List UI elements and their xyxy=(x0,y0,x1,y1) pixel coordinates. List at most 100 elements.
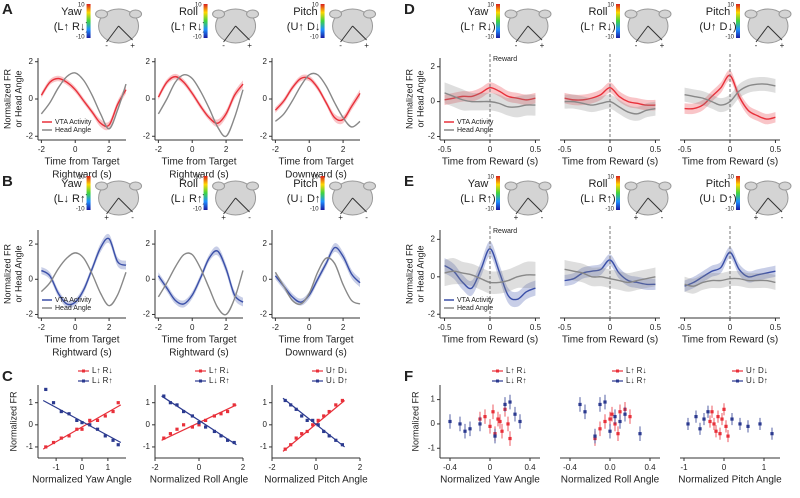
point xyxy=(758,422,762,426)
x-tick-label: 0 xyxy=(73,323,78,332)
point xyxy=(232,403,236,407)
y-tick-label: -1 xyxy=(428,443,436,452)
y-tick-label: -1 xyxy=(260,442,268,451)
legend-marker xyxy=(736,379,739,383)
legend-label: L↓ R↑ xyxy=(209,376,229,385)
point xyxy=(712,422,716,426)
colorbar-label: 10 xyxy=(487,3,494,9)
icon-sign: - xyxy=(541,213,544,222)
icon-sign: - xyxy=(248,213,251,222)
point xyxy=(197,423,201,427)
point xyxy=(75,427,79,431)
point xyxy=(770,432,774,436)
colorbar xyxy=(320,176,325,210)
point xyxy=(327,409,331,414)
x-tick-label: 0 xyxy=(488,145,493,154)
x-tick-label: 0 xyxy=(608,145,613,154)
head-icon-ear xyxy=(363,9,377,19)
point xyxy=(182,409,186,414)
x-axis-label: Time from Reward (s) xyxy=(562,157,658,168)
colorbar-label: -10 xyxy=(310,207,319,213)
y-tick-label: 0 xyxy=(146,274,151,283)
x-tick-label: 0.5 xyxy=(770,323,782,332)
y-tick-label: 2 xyxy=(29,239,34,248)
line xyxy=(274,246,361,303)
head-icon-ear xyxy=(212,9,226,19)
legend-label: U↓ D↑ xyxy=(326,376,348,385)
point xyxy=(44,445,48,449)
colorbar-label: 10 xyxy=(78,175,85,181)
colorbar xyxy=(496,176,500,210)
point xyxy=(724,424,728,428)
angle-icon xyxy=(223,25,250,43)
x-tick-label: -2 xyxy=(155,145,163,154)
error-band xyxy=(41,233,127,309)
x-tick-label: 2 xyxy=(341,145,346,154)
x-tick-label: 0 xyxy=(307,323,312,332)
point xyxy=(518,419,522,424)
point xyxy=(628,415,632,419)
legend-label: Head Angle xyxy=(457,127,493,134)
x-tick-label: 2 xyxy=(241,463,246,472)
angle-icon xyxy=(515,25,543,43)
legend-label: U↓ D↑ xyxy=(746,376,768,385)
colorbar-label: 10 xyxy=(195,175,202,181)
x-tick-label: -2 xyxy=(272,323,280,332)
colorbar-label: -10 xyxy=(485,207,494,213)
x-axis-label: Time from Target xyxy=(161,335,236,346)
error-band xyxy=(444,241,536,308)
y-tick-label: 2 xyxy=(29,57,34,66)
head-icon-ear xyxy=(246,9,260,19)
x-tick-label: 0 xyxy=(190,323,195,332)
legend-label: L↓ R↑ xyxy=(506,376,526,385)
head-icon-ear xyxy=(129,181,143,191)
x-tick-label: 0 xyxy=(728,145,733,154)
point xyxy=(232,440,236,445)
x-axis-label: Normalized Pitch Angle xyxy=(264,475,368,486)
point xyxy=(483,415,487,419)
y-tick-label: 1 xyxy=(29,398,34,407)
panel-subtitle: (U↑ D↓) xyxy=(287,21,324,33)
point xyxy=(334,403,338,407)
point xyxy=(51,440,56,445)
point xyxy=(59,436,63,440)
point xyxy=(746,424,750,428)
legend-label: VTA Activity xyxy=(55,297,92,304)
x-tick-label: 0.4 xyxy=(644,463,656,472)
icon-sign: + xyxy=(130,41,135,50)
colorbar-label: -10 xyxy=(605,35,614,41)
legend-label: L↑ R↓ xyxy=(626,366,646,375)
x-axis-label: Rightward (s) xyxy=(52,170,111,181)
line xyxy=(40,72,127,130)
x-tick-label: 0.5 xyxy=(530,145,542,154)
head-icon-ear xyxy=(129,9,143,19)
head-icon-ear xyxy=(504,9,518,19)
x-tick-label: 0 xyxy=(73,145,78,154)
point xyxy=(730,417,734,421)
point xyxy=(500,429,504,433)
line xyxy=(40,252,127,307)
point xyxy=(294,436,298,440)
y-tick-label: 1 xyxy=(263,398,268,407)
point xyxy=(59,409,63,414)
legend-marker xyxy=(616,379,619,383)
point xyxy=(726,434,730,438)
x-tick-label: -2 xyxy=(151,463,159,472)
x-tick-label: -1 xyxy=(680,463,688,472)
point xyxy=(613,422,617,426)
y-axis-label: or Head Angle xyxy=(13,245,23,302)
point xyxy=(305,429,309,434)
icon-sign: - xyxy=(781,213,784,222)
point xyxy=(111,438,115,442)
colorbar-label: 10 xyxy=(727,175,734,181)
x-tick-label: -0.4 xyxy=(563,463,577,472)
icon-sign: + xyxy=(634,213,639,222)
y-tick-label: 0 xyxy=(431,419,436,428)
point xyxy=(702,417,706,421)
y-tick-label: 0 xyxy=(146,94,151,103)
point xyxy=(738,422,742,426)
legend-marker xyxy=(496,379,499,383)
head-icon-ear xyxy=(624,9,638,19)
point xyxy=(710,410,714,414)
